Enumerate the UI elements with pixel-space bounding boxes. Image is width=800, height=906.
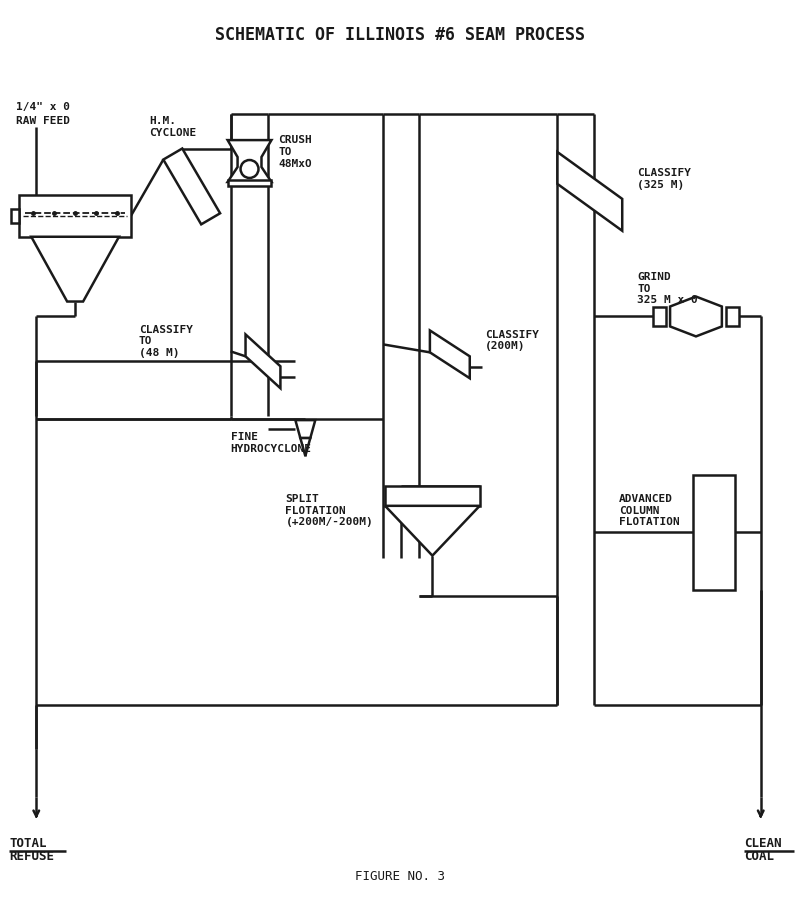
Polygon shape	[300, 439, 310, 456]
Text: REFUSE: REFUSE	[10, 850, 54, 863]
Text: COAL: COAL	[744, 850, 774, 863]
Polygon shape	[385, 506, 480, 555]
Text: FINE
HYDROCYCLONE: FINE HYDROCYCLONE	[230, 432, 311, 454]
Polygon shape	[163, 149, 220, 225]
Polygon shape	[228, 140, 271, 182]
Bar	[693, 475, 735, 590]
Text: 1/4" x 0: 1/4" x 0	[16, 102, 70, 112]
Text: CLASSIFY
(325 M): CLASSIFY (325 M)	[637, 169, 691, 189]
Polygon shape	[558, 152, 622, 231]
Text: FIGURE NO. 3: FIGURE NO. 3	[355, 870, 445, 883]
Bar	[19, 195, 131, 236]
Polygon shape	[430, 331, 470, 379]
Text: ADVANCED
COLUMN
FLOTATION: ADVANCED COLUMN FLOTATION	[619, 494, 680, 527]
Text: SCHEMATIC OF ILLINOIS #6 SEAM PROCESS: SCHEMATIC OF ILLINOIS #6 SEAM PROCESS	[215, 26, 585, 44]
Text: TOTAL: TOTAL	[10, 836, 47, 850]
Bar	[653, 306, 666, 326]
Polygon shape	[295, 420, 315, 439]
Bar	[11, 209, 19, 223]
Polygon shape	[670, 296, 722, 336]
Text: GRIND
TO
325 M x 0: GRIND TO 325 M x 0	[637, 272, 698, 305]
Polygon shape	[246, 334, 281, 389]
Text: RAW FEED: RAW FEED	[16, 116, 70, 126]
Bar	[385, 486, 480, 506]
Text: H.M.
CYCLONE: H.M. CYCLONE	[149, 116, 196, 138]
Text: CLASSIFY
(200M): CLASSIFY (200M)	[485, 330, 538, 352]
Text: CLEAN: CLEAN	[744, 836, 782, 850]
Circle shape	[241, 160, 258, 178]
Bar	[228, 180, 271, 186]
Polygon shape	[31, 236, 119, 302]
Bar	[726, 306, 739, 326]
Text: CLASSIFY
TO
(48 M): CLASSIFY TO (48 M)	[139, 324, 193, 358]
Text: CRUSH
TO
48MxO: CRUSH TO 48MxO	[278, 136, 312, 169]
Text: SPLIT
FLOTATION
(+200M/-200M): SPLIT FLOTATION (+200M/-200M)	[286, 494, 373, 527]
